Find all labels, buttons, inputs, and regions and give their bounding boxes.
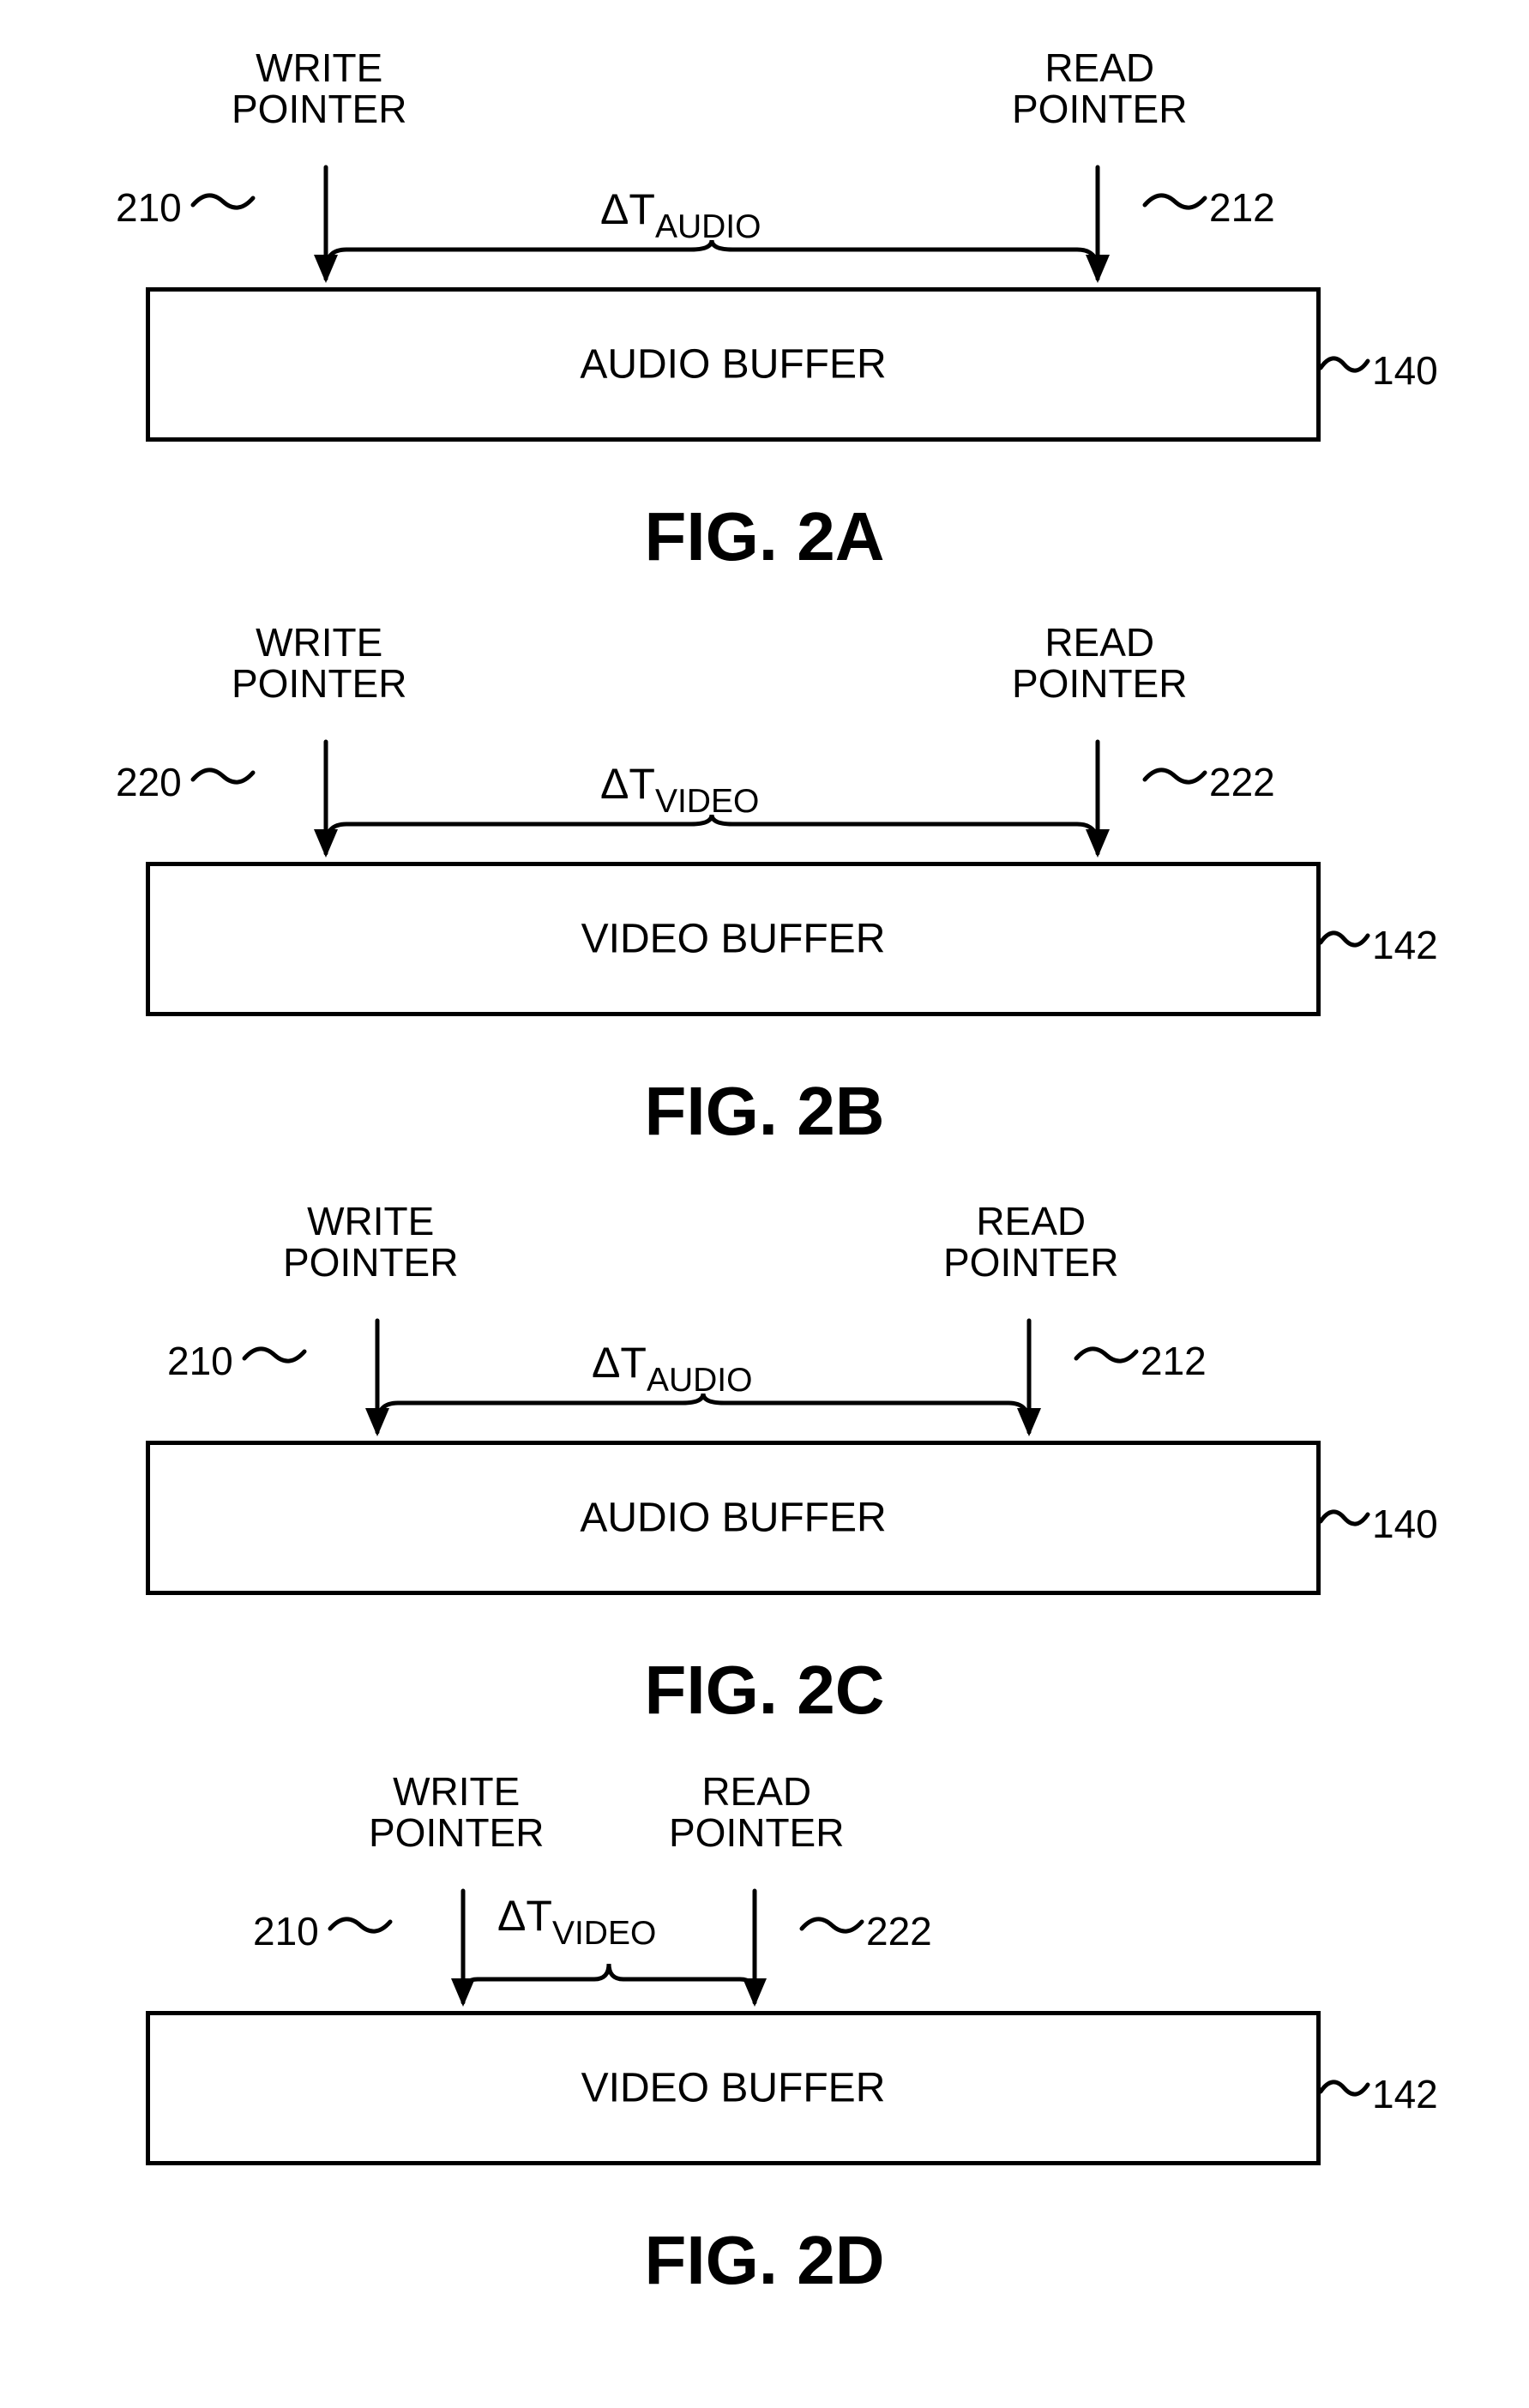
reference-number: 210 <box>253 1908 319 1954</box>
delta-label: ΔTAUDIO <box>600 184 761 234</box>
figure-title: FIG. 2D <box>644 2221 884 2300</box>
reference-number: 210 <box>116 184 182 231</box>
read-pointer-label: READ POINTER <box>669 1771 844 1854</box>
write-pointer-label: WRITE POINTER <box>232 47 406 130</box>
figure-title: FIG. 2C <box>644 1651 884 1730</box>
buffer-box: VIDEO BUFFER <box>146 2011 1321 2165</box>
delta-label: ΔTAUDIO <box>592 1338 752 1388</box>
buffer-box: AUDIO BUFFER <box>146 287 1321 442</box>
reference-number: 222 <box>866 1908 932 1954</box>
buffer-label: VIDEO BUFFER <box>581 2065 886 2112</box>
reference-number: 140 <box>1372 1501 1438 1547</box>
read-pointer-label: READ POINTER <box>1012 622 1187 705</box>
reference-number: 140 <box>1372 347 1438 394</box>
write-pointer-label: WRITE POINTER <box>283 1201 458 1284</box>
buffer-box: AUDIO BUFFER <box>146 1441 1321 1595</box>
reference-number: 220 <box>116 759 182 805</box>
delta-label: ΔTVIDEO <box>497 1891 656 1941</box>
reference-number: 142 <box>1372 2071 1438 2117</box>
write-pointer-label: WRITE POINTER <box>232 622 406 705</box>
delta-label: ΔTVIDEO <box>600 759 759 809</box>
buffer-label: VIDEO BUFFER <box>581 916 886 963</box>
buffer-label: AUDIO BUFFER <box>580 1495 886 1542</box>
figure-title: FIG. 2A <box>644 497 884 576</box>
read-pointer-label: READ POINTER <box>1012 47 1187 130</box>
write-pointer-label: WRITE POINTER <box>369 1771 544 1854</box>
buffer-label: AUDIO BUFFER <box>580 341 886 388</box>
reference-number: 142 <box>1372 922 1438 968</box>
read-pointer-label: READ POINTER <box>943 1201 1118 1284</box>
reference-number: 212 <box>1141 1338 1207 1384</box>
reference-number: 222 <box>1209 759 1275 805</box>
figure-title: FIG. 2B <box>644 1072 884 1151</box>
buffer-box: VIDEO BUFFER <box>146 862 1321 1016</box>
reference-number: 210 <box>167 1338 233 1384</box>
reference-number: 212 <box>1209 184 1275 231</box>
